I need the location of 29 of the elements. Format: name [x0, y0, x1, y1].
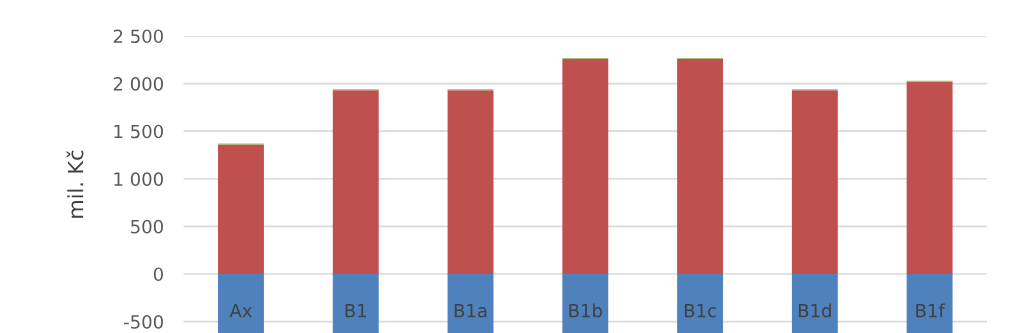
y-axis-title: mil. Kč	[66, 150, 84, 218]
bar	[332, 273, 379, 333]
y-tick-label: -500	[124, 315, 163, 329]
bar	[218, 273, 264, 333]
bar	[562, 58, 609, 274]
bar	[218, 144, 264, 274]
bar	[447, 273, 494, 333]
bar	[562, 273, 609, 333]
bar	[447, 90, 494, 274]
x-tick-label: B1f	[916, 303, 946, 318]
y-tick-label: 1 000	[114, 172, 163, 186]
bar	[677, 273, 724, 333]
bar	[677, 58, 724, 274]
bar	[332, 90, 379, 274]
x-tick-label: B1d	[798, 303, 831, 318]
bar	[906, 81, 953, 274]
y-tick-label: 500	[131, 219, 163, 234]
bar	[791, 273, 838, 333]
bar	[906, 273, 953, 333]
y-tick-label: 0	[153, 267, 163, 282]
y-tick-label: 2 000	[113, 77, 163, 91]
x-tick-label: B1	[345, 304, 367, 318]
x-tick-label: B1b	[569, 303, 602, 318]
x-tick-label: B1a	[454, 304, 487, 318]
y-tick-label: 2 500	[113, 29, 163, 44]
y-tick-label: 1 500	[114, 124, 163, 139]
bar	[791, 90, 838, 274]
x-tick-label: B1c	[684, 304, 716, 318]
x-tick-label: Ax	[229, 304, 252, 318]
